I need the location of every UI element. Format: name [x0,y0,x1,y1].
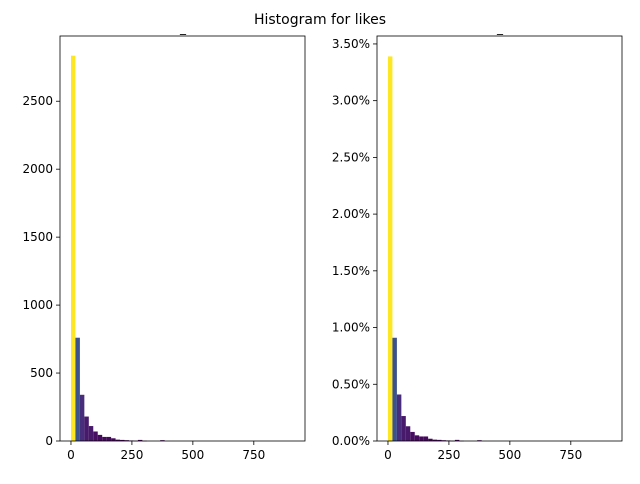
right-histogram-bar-8 [423,436,429,441]
left-y-tick-label-3: 1500 [22,230,53,244]
left-histogram-bar-1 [75,337,80,441]
right-histogram-bar-2 [396,394,402,441]
right-y-tick-label-5: 2.50% [332,150,370,164]
right-histogram-bar-5 [410,431,415,441]
right-histogram-bar-7 [419,436,424,441]
left-plot-frame [59,35,306,442]
right-histogram-bar-3 [401,416,406,441]
left-x-tick-label-2: 500 [181,448,204,462]
right-x-tick-label-1: 250 [437,448,460,462]
right-histogram-bar-1 [392,337,397,441]
right-histogram-bar-11 [437,439,442,441]
left-y-tick-label-4: 2000 [22,162,53,176]
left-histogram-bar-12 [124,440,129,441]
right-x-tick-label-0: 0 [384,448,392,462]
right-histogram-bar-10 [432,439,438,441]
right-plot-frame [376,35,623,442]
right-histogram-bar-15 [454,439,460,441]
right-histogram-bar-6 [414,435,420,441]
left-histogram-bar-9 [111,438,116,441]
left-y-tick-label-5: 2500 [22,94,53,108]
left-x-tick-label-1: 250 [120,448,143,462]
right-y-tick-label-6: 3.00% [332,94,370,108]
figure-title: Histogram for likes [254,12,386,28]
right-y-tick-label-0: 0.00% [332,434,370,448]
left-y-tick-label-2: 1000 [22,298,53,312]
left-x-tick-label-3: 750 [242,448,265,462]
right-histogram-title: _ [496,21,504,35]
left-histogram-bar-6 [97,434,103,441]
right-x-tick-label-3: 750 [559,448,582,462]
right-y-tick-label-4: 2.00% [332,207,370,221]
left-histogram-bar-5 [93,431,98,441]
right-y-tick-label-2: 1.00% [332,321,370,335]
right-y-tick-label-1: 0.50% [332,377,370,391]
right-x-tick-label-2: 500 [498,448,521,462]
right-histogram-bar-9 [428,438,433,441]
left-histogram-panel: _ 0 500 1000 1500 2000 2500 0 250 500 750 [22,21,306,462]
right-y-axis: 0.00% 0.50% 1.00% 1.50% 2.00% 2.50% 3.00% 3.50% [332,37,377,448]
left-histogram-bar-15 [137,439,143,441]
left-histogram-bar-10 [115,439,121,441]
left-histogram-bar-7 [102,436,107,441]
left-y-tick-label-0: 0 [45,434,53,448]
left-x-tick-label-0: 0 [67,448,75,462]
left-x-axis: 0 250 500 750 [67,441,265,462]
left-histogram-bar-4 [88,426,94,441]
left-y-axis: 0 500 1000 1500 2000 2500 [22,94,60,448]
right-x-axis: 0 250 500 750 [384,441,582,462]
left-histogram-bar-3 [84,416,89,441]
left-histogram-bar-11 [120,439,125,441]
left-histogram-bar-20 [160,440,165,441]
right-y-tick-label-3: 1.50% [332,264,370,278]
left-histogram-bar-2 [79,394,85,441]
right-histogram-panel: _ 0.00% 0.50% 1.00% 1.50% 2.00% 2.50% 3.00% 3.5… [332,21,623,462]
left-y-tick-label-1: 500 [30,366,53,380]
right-y-tick-label-7: 3.50% [332,37,370,51]
right-histogram-bar-0 [387,56,393,442]
right-histogram-bar-4 [405,426,411,441]
left-histogram-title: _ [179,21,187,35]
left-histogram-bar-8 [106,436,112,441]
left-histogram-bar-0 [70,55,76,442]
